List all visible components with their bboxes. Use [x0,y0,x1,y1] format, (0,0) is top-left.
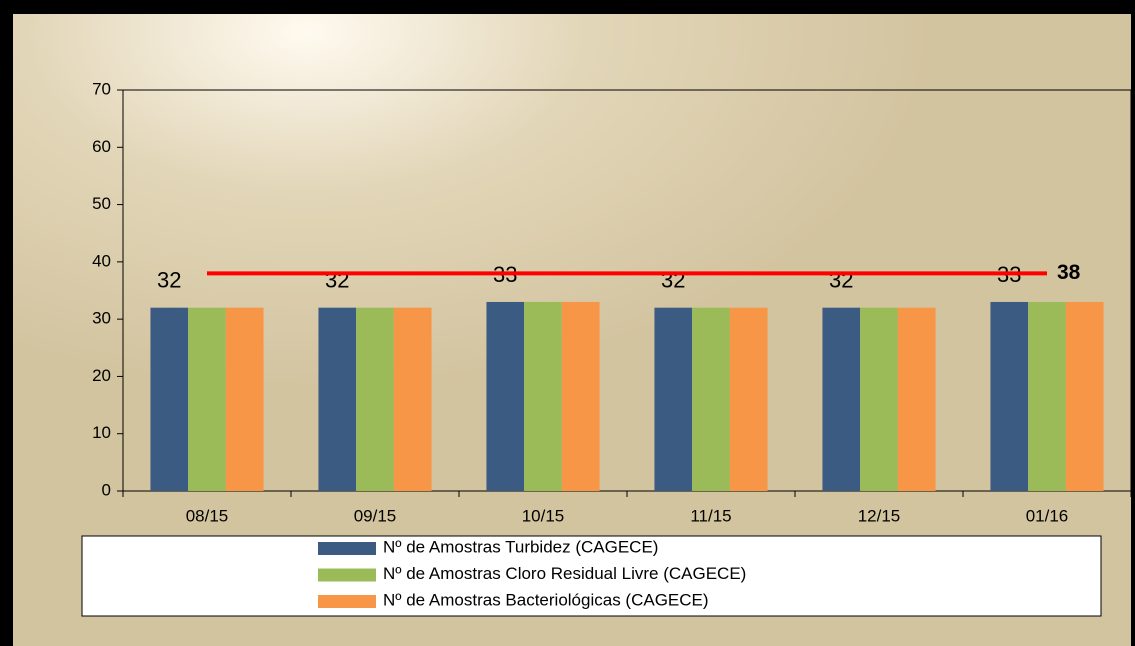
bar [729,307,768,491]
y-tick-label: 20 [92,366,111,385]
bar [318,307,357,491]
bar [393,307,432,491]
legend [81,535,1102,617]
bar [1028,301,1066,491]
bar [486,301,525,491]
x-tick-label: 08/15 [186,506,229,525]
bar [561,301,600,491]
y-tick-label: 60 [92,137,111,156]
legend-label: Nº de Amostras Cloro Residual Livre (CAG… [383,564,746,583]
bar [188,307,226,491]
data-label: 32 [325,267,349,292]
legend-swatch [318,595,376,608]
bar [990,301,1029,491]
y-tick-label: 0 [102,480,111,499]
y-tick-label: 70 [92,79,111,98]
legend-swatch [318,568,376,582]
y-tick-label: 50 [92,194,111,213]
reference-label: 38 [1057,261,1081,284]
legend-swatch [318,542,376,555]
bar [692,307,730,491]
bar [356,307,394,491]
bar [225,307,264,491]
frame [1131,0,1135,646]
legend-label: Nº de Amostras Turbidez (CAGECE) [383,537,658,556]
bar [822,307,861,491]
x-tick-label: 10/15 [522,506,565,525]
bar [897,307,936,491]
frame [0,0,13,646]
bar [1065,301,1104,491]
frame [0,0,1135,14]
data-label: 32 [829,267,853,292]
y-tick-label: 40 [92,251,111,270]
data-label: 32 [661,267,685,292]
y-tick-label: 30 [92,309,111,328]
bar [524,301,562,491]
x-tick-label: 01/16 [1026,506,1069,525]
data-label: 32 [157,267,181,292]
x-tick-label: 11/15 [690,506,731,525]
y-tick-label: 10 [92,423,111,442]
bar [654,307,693,491]
bar [860,307,898,491]
bar [150,307,189,491]
x-tick-label: 09/15 [354,506,397,525]
legend-label: Nº de Amostras Bacteriológicas (CAGECE) [383,590,709,609]
x-tick-label: 12/15 [858,506,901,525]
